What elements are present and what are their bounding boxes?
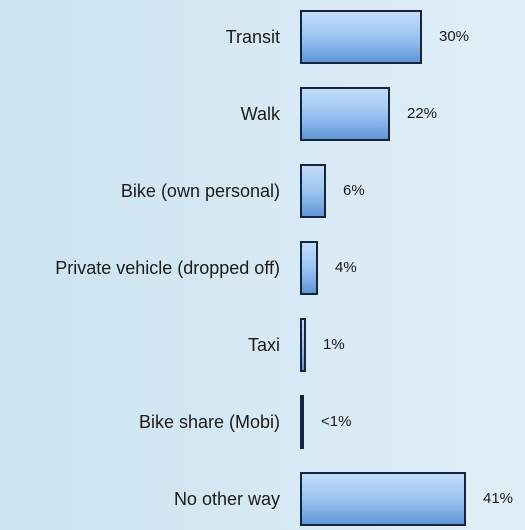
category-text: Private vehicle (dropped off) (55, 257, 280, 278)
bar (300, 241, 318, 295)
bar (300, 164, 326, 218)
category-text: Taxi (247, 334, 280, 355)
value-label: 30% (439, 28, 470, 45)
category-text: No other way (173, 488, 280, 509)
value-label: 4% (335, 259, 357, 276)
category-label: Taxi (8, 334, 280, 357)
value-label: 22% (407, 105, 438, 122)
bar (300, 10, 422, 64)
category-label: Bike share (Mobi) (8, 411, 280, 434)
value-label: 6% (343, 182, 365, 199)
bar (300, 318, 306, 372)
category-label: Bike (own personal) (8, 180, 280, 203)
bar (300, 472, 466, 526)
value-label: 41% (483, 490, 514, 507)
category-text: Walk (240, 103, 280, 124)
value-label: <1% (321, 413, 352, 430)
bar (300, 87, 390, 141)
value-label: 1% (323, 336, 345, 353)
category-label: Transit (8, 26, 280, 49)
category-text: Transit (225, 26, 280, 47)
category-text: Bike (own personal) (120, 180, 280, 201)
bar (300, 395, 304, 449)
category-text: Bike share (Mobi) (138, 411, 280, 432)
category-label: No other way (8, 488, 280, 511)
category-label: Walk (8, 103, 280, 126)
category-label: Private vehicle (dropped off) (8, 257, 280, 280)
